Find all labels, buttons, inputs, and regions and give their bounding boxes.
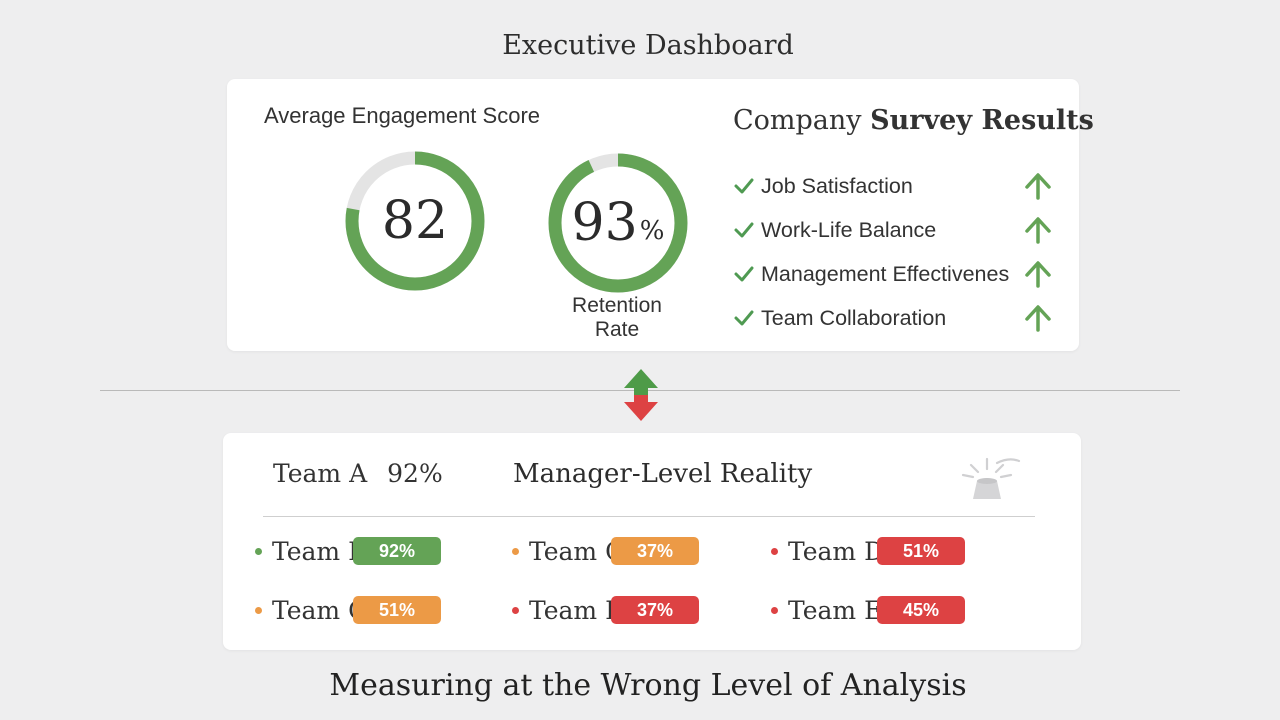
team-name: Team E <box>529 595 624 625</box>
team-item: Team E 45% <box>771 593 967 627</box>
team-name: Team B <box>272 536 367 566</box>
status-dot <box>255 547 262 555</box>
team-name: Team D <box>788 536 885 566</box>
survey-item-job-satisfaction: Job Satisfaction <box>733 164 1063 208</box>
survey-item-label: Work-Life Balance <box>761 217 937 242</box>
reality-divider <box>263 516 1035 517</box>
survey-item-team-collaboration: Team Collaboration <box>733 296 1063 340</box>
dashboard-title: Executive Dashboard <box>502 30 794 61</box>
status-dot <box>771 547 778 555</box>
team-score-badge: 37% <box>611 596 699 624</box>
engagement-score-gauge: 82 <box>341 147 489 295</box>
survey-item-label: Management Effectivenes <box>761 261 1010 286</box>
manager-reality-card: Team A 92% Manager-Level Reality Team B 92… <box>223 433 1081 650</box>
retention-gauge-arc <box>548 153 688 293</box>
team-item: Team B 92% <box>255 534 443 568</box>
survey-results-title: Company Survey Results <box>733 105 1094 136</box>
team-item: Team E 37% <box>512 593 701 627</box>
status-dot <box>512 547 519 555</box>
status-dot <box>512 606 519 614</box>
arrow-up-icon <box>1025 261 1051 288</box>
arrow-up-icon <box>1025 173 1051 200</box>
survey-item-label: Job Satisfaction <box>761 173 913 198</box>
team-score-badge: 45% <box>877 596 965 624</box>
check-icon <box>734 222 754 238</box>
check-icon <box>734 266 754 282</box>
engagement-gauge-arc <box>345 151 485 291</box>
team-score-badge: 51% <box>353 596 441 624</box>
survey-item-management-effectiveness: Management Effectivenes <box>733 252 1063 296</box>
executive-summary-card: Average Engagement Score 82 93% Retentio… <box>227 79 1094 351</box>
arrow-up-icon <box>1025 217 1051 244</box>
team-a-summary: Team A 92% <box>273 459 443 488</box>
spotlight-icon <box>961 457 1021 499</box>
team-name: Team E <box>788 595 883 625</box>
survey-results-list: Job Satisfaction Work-Life Balance Manag… <box>733 164 1063 340</box>
team-name: Team C <box>529 536 625 566</box>
check-icon <box>734 310 754 326</box>
status-dot <box>771 606 778 614</box>
team-item: Team C 51% <box>255 593 443 627</box>
survey-item-work-life-balance: Work-Life Balance <box>733 208 1063 252</box>
manager-reality-title: Manager-Level Reality <box>513 459 813 489</box>
up-down-arrows-icon <box>624 369 658 421</box>
arrow-up-icon <box>1025 305 1051 332</box>
team-item: Team C 37% <box>512 534 701 568</box>
retention-rate-label: Retention Rate <box>572 294 662 341</box>
team-name: Team C <box>272 595 368 625</box>
retention-rate-gauge: 93% <box>544 149 692 297</box>
engagement-score-label: Average Engagement Score <box>264 103 540 128</box>
team-item: Team D 51% <box>771 534 967 568</box>
engagement-score-value: 82 <box>381 191 449 251</box>
footer-title: Measuring at the Wrong Level of Analysis <box>329 668 967 703</box>
retention-rate-value: 93% <box>571 193 665 253</box>
survey-item-label: Team Collaboration <box>761 305 947 330</box>
team-score-badge: 51% <box>877 537 965 565</box>
check-icon <box>734 178 754 194</box>
team-score-badge: 37% <box>611 537 699 565</box>
status-dot <box>255 606 262 614</box>
team-score-badge: 92% <box>353 537 441 565</box>
